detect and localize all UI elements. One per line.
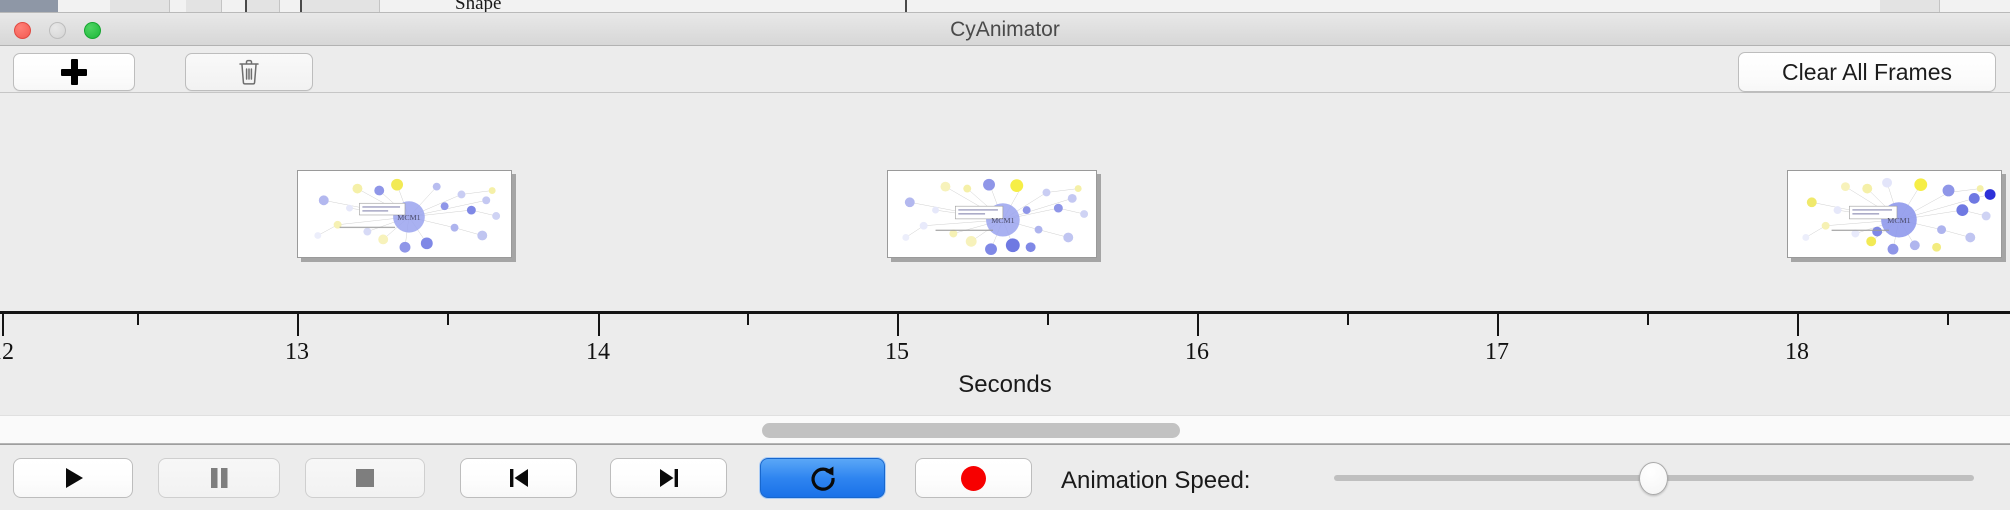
background-window-strip: Shape <box>0 0 2010 13</box>
plus-icon <box>61 59 87 85</box>
play-icon <box>66 468 83 488</box>
svg-text:MCM1: MCM1 <box>991 216 1014 225</box>
add-frame-button[interactable] <box>13 53 135 91</box>
axis-tick-major <box>1497 314 1499 336</box>
loop-icon <box>810 466 835 491</box>
axis-tick-label: 13 <box>285 339 309 365</box>
background-window-divider <box>245 0 247 12</box>
timeline-frame-thumbnail[interactable]: MCM1 <box>1787 170 2002 258</box>
svg-text:MCM1: MCM1 <box>397 213 420 222</box>
axis-tick-minor <box>447 314 449 325</box>
skip-back-button[interactable] <box>460 458 577 498</box>
background-window-divider <box>300 0 302 12</box>
frame-toolbar: Clear All Frames <box>0 46 2010 93</box>
playback-controls: Animation Speed: <box>0 444 2010 510</box>
maximize-icon[interactable] <box>84 22 101 39</box>
title-bar: CyAnimator <box>0 13 2010 46</box>
axis-tick-minor <box>1647 314 1649 325</box>
background-window-chip <box>186 0 222 12</box>
record-icon <box>961 465 986 491</box>
timeline-frame-thumbnail[interactable]: MCM1 <box>887 170 1097 258</box>
timeline-frame-thumbnail[interactable]: MCM1 <box>297 170 512 258</box>
stop-button[interactable] <box>305 458 425 498</box>
axis-tick-minor <box>1947 314 1949 325</box>
network-graph-thumbnail: MCM1 <box>888 171 1096 257</box>
play-button[interactable] <box>13 458 133 498</box>
background-window-label: Shape <box>455 0 502 13</box>
background-window-chip <box>1880 0 1940 12</box>
loop-button[interactable] <box>760 458 885 498</box>
scrollbar-thumb[interactable] <box>762 423 1180 438</box>
axis-tick-minor <box>1347 314 1349 325</box>
window-title: CyAnimator <box>950 18 1060 41</box>
frame-track[interactable]: MCM1 <box>0 93 2010 311</box>
skip-forward-icon <box>659 469 678 487</box>
axis-tick-major <box>2 314 4 336</box>
background-window-chip <box>246 0 280 12</box>
clear-all-frames-button[interactable]: Clear All Frames <box>1738 52 1996 92</box>
axis-tick-label: 16 <box>1185 339 1209 365</box>
axis-tick-label: 15 <box>885 339 909 365</box>
axis-tick-major <box>1197 314 1199 336</box>
skip-forward-button[interactable] <box>610 458 727 498</box>
slider-thumb[interactable] <box>1639 462 1668 495</box>
pause-button[interactable] <box>158 458 280 498</box>
skip-back-icon <box>509 469 528 487</box>
axis-tick-major <box>297 314 299 336</box>
background-window-chip <box>0 0 58 12</box>
axis-tick-minor <box>747 314 749 325</box>
axis-tick-major <box>1797 314 1799 336</box>
minimize-icon[interactable] <box>49 22 66 39</box>
stop-icon <box>356 469 374 487</box>
axis-tick-label: 17 <box>1485 339 1509 365</box>
background-window-chip <box>110 0 170 12</box>
axis-tick-major <box>897 314 899 336</box>
animation-speed-label: Animation Speed: <box>1061 467 1251 494</box>
window-traffic-lights <box>14 22 101 39</box>
network-graph-thumbnail: MCM1 <box>298 171 511 257</box>
timeline-panel[interactable]: MCM1 <box>0 93 2010 415</box>
axis-tick-label: 12 <box>0 339 14 365</box>
svg-text:MCM1: MCM1 <box>1887 216 1910 225</box>
delete-frame-button[interactable] <box>185 53 313 91</box>
axis-tick-label: 18 <box>1785 339 1809 365</box>
close-icon[interactable] <box>14 22 31 39</box>
background-window-divider <box>905 0 907 12</box>
axis-tick-label: 14 <box>586 339 610 365</box>
record-button[interactable] <box>915 458 1032 498</box>
axis-title: Seconds <box>958 371 1052 398</box>
trash-icon <box>239 59 259 85</box>
axis-tick-minor <box>1047 314 1049 325</box>
network-graph-thumbnail: MCM1 <box>1788 171 2001 257</box>
axis-tick-minor <box>137 314 139 325</box>
animation-speed-slider[interactable] <box>1334 462 1974 495</box>
pause-icon <box>211 468 228 488</box>
timeline-scrollbar[interactable] <box>0 415 2010 444</box>
axis-tick-major <box>598 314 600 336</box>
timeline-axis: 12 13 14 15 16 17 18 Seconds <box>0 311 2010 415</box>
axis-line <box>0 311 2010 314</box>
background-window-chip <box>300 0 380 12</box>
